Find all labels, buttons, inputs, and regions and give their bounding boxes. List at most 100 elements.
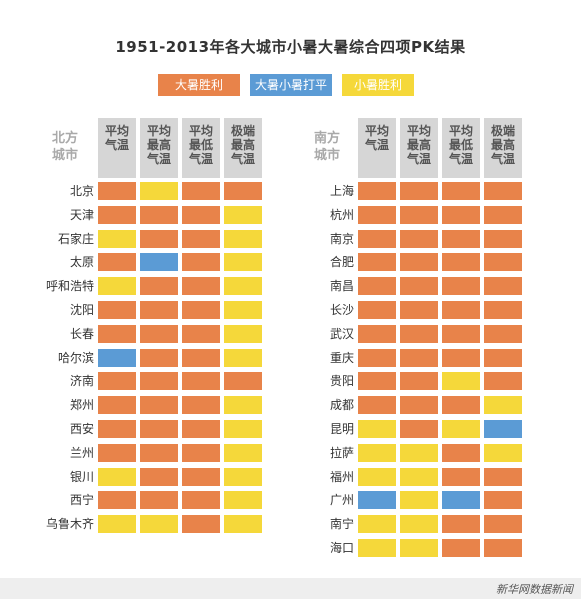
heatmap-cell xyxy=(484,277,522,296)
heatmap-cell xyxy=(182,467,220,486)
heatmap-cell xyxy=(98,301,136,319)
heatmap-cell xyxy=(484,420,522,438)
heatmap-cell xyxy=(358,229,396,248)
heatmap-cell xyxy=(484,301,522,319)
city-label: 重庆 xyxy=(329,350,354,365)
heatmap-cell xyxy=(442,396,480,415)
city-label: 乌鲁木齐 xyxy=(45,517,94,532)
heatmap-cell xyxy=(98,253,136,272)
column-header-line: 平均 xyxy=(104,124,129,138)
heatmap-cell xyxy=(400,420,438,438)
heatmap-cell xyxy=(224,205,262,224)
city-label: 石家庄 xyxy=(57,231,94,246)
city-label: 长沙 xyxy=(329,303,354,317)
heatmap-cell xyxy=(98,277,136,296)
heatmap-cell xyxy=(442,467,480,486)
heatmap-cell xyxy=(442,182,480,200)
heatmap-cell xyxy=(442,253,480,272)
legend-item-tie: 大暑小暑打平 xyxy=(250,74,332,96)
heatmap-cell xyxy=(224,182,262,200)
heatmap-cell xyxy=(140,443,178,462)
column-header-line: 平均 xyxy=(146,124,171,138)
city-label: 济南 xyxy=(69,374,94,389)
column-header-line: 最高 xyxy=(146,138,171,152)
heatmap-cell xyxy=(98,420,136,438)
heatmap-cell xyxy=(224,229,262,248)
heatmap-cell xyxy=(182,205,220,224)
city-label: 银川 xyxy=(69,469,94,484)
column-header-line: 气温 xyxy=(406,152,431,166)
column-header-line: 极端 xyxy=(230,124,255,138)
heatmap-cell xyxy=(182,253,220,272)
city-label: 呼和浩特 xyxy=(45,279,94,294)
column-header: 平均 最低 气温 xyxy=(442,118,480,178)
heatmap-cell xyxy=(400,348,438,367)
heatmap-cell xyxy=(140,348,178,367)
heatmap-cell xyxy=(224,277,262,296)
heatmap-cell xyxy=(484,324,522,343)
city-label: 海口 xyxy=(329,541,354,555)
heatmap-cell xyxy=(400,467,438,486)
city-label: 武汉 xyxy=(329,326,354,341)
heatmap-cell xyxy=(484,396,522,415)
heatmap-cell xyxy=(140,205,178,224)
city-label: 北京 xyxy=(69,184,94,198)
heatmap-cell xyxy=(400,182,438,200)
heatmap-cell xyxy=(358,205,396,224)
heatmap-cell xyxy=(400,229,438,248)
group-label-north: 北方 城市 xyxy=(52,130,78,164)
heatmap-cell xyxy=(358,467,396,486)
heatmap-cell xyxy=(442,205,480,224)
city-label: 合肥 xyxy=(329,255,354,270)
heatmap-cell xyxy=(224,467,262,486)
heatmap-cell xyxy=(358,301,396,319)
heatmap-cell xyxy=(140,420,178,438)
group-label-line: 城市 xyxy=(52,148,79,163)
heatmap-cell xyxy=(484,443,522,462)
column-header: 极端 最高 气温 xyxy=(224,118,262,178)
column-header-line: 最低 xyxy=(448,138,473,152)
city-label: 贵阳 xyxy=(329,374,354,389)
heatmap-cell xyxy=(224,491,262,510)
footer-bar: 新华网数据新闻 xyxy=(0,578,581,599)
heatmap-cell xyxy=(98,443,136,462)
heatmap-cell xyxy=(182,491,220,510)
heatmap-cell xyxy=(182,277,220,296)
heatmap-cell xyxy=(182,443,220,462)
heatmap-cell xyxy=(358,372,396,391)
city-label: 杭州 xyxy=(329,207,354,222)
heatmap-cell xyxy=(224,443,262,462)
column-header-line: 气温 xyxy=(188,152,213,166)
column-header-line: 最低 xyxy=(188,138,213,152)
heatmap-cell xyxy=(358,420,396,438)
heatmap-cell xyxy=(484,491,522,510)
column-header-line: 最高 xyxy=(490,138,515,152)
heatmap-cell xyxy=(224,372,262,391)
heatmap-cell xyxy=(140,182,178,200)
city-label: 昆明 xyxy=(329,422,354,436)
heatmap-cell xyxy=(182,515,220,534)
heatmap-cell xyxy=(358,539,396,557)
column-header-line: 气温 xyxy=(448,152,473,166)
heatmap-cell xyxy=(400,372,438,391)
city-label: 南宁 xyxy=(329,517,354,532)
heatmap-cell xyxy=(484,372,522,391)
heatmap-cell xyxy=(484,253,522,272)
heatmap-cell xyxy=(358,253,396,272)
column-header: 极端 最高 气温 xyxy=(484,118,522,178)
heatmap-cell xyxy=(358,348,396,367)
city-label: 南昌 xyxy=(329,279,354,294)
heatmap-cell xyxy=(182,348,220,367)
column-header-line: 最高 xyxy=(230,138,255,152)
heatmap-cell xyxy=(182,396,220,415)
heatmap-cell xyxy=(358,277,396,296)
heatmap-cell xyxy=(484,229,522,248)
heatmap-cell xyxy=(484,348,522,367)
heatmap-cell xyxy=(400,539,438,557)
heatmap-cell xyxy=(442,348,480,367)
column-header-line: 最高 xyxy=(406,138,431,152)
heatmap-cell xyxy=(140,253,178,272)
heatmap-cell xyxy=(442,420,480,438)
chart-title: 1951-2013年各大城市小暑大暑综合四项PK结果 xyxy=(115,38,466,56)
heatmap-cell xyxy=(224,253,262,272)
